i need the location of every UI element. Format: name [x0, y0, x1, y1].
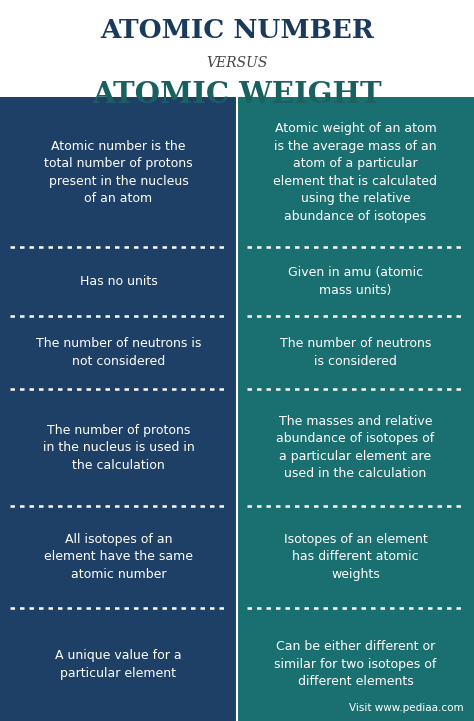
Bar	[0, 316, 237, 389]
Text: Atomic number is the
total number of protons
present in the nucleus
of an atom: Atomic number is the total number of pro…	[44, 139, 193, 205]
Text: Given in amu (atomic
mass units): Given in amu (atomic mass units)	[288, 266, 423, 297]
Text: Atomic weight of an atom
is the average mass of an
atom of a particular
element : Atomic weight of an atom is the average …	[273, 122, 438, 223]
Text: ATOMIC NUMBER: ATOMIC NUMBER	[100, 18, 374, 43]
Bar	[237, 608, 474, 721]
Text: The masses and relative
abundance of isotopes of
a particular element are
used i: The masses and relative abundance of iso…	[276, 415, 435, 480]
Text: Can be either different or
similar for two isotopes of
different elements: Can be either different or similar for t…	[274, 640, 437, 689]
Text: Has no units: Has no units	[80, 275, 157, 288]
Text: A unique value for a
particular element: A unique value for a particular element	[55, 649, 182, 680]
Text: VERSUS: VERSUS	[206, 56, 268, 70]
Text: All isotopes of an
element have the same
atomic number: All isotopes of an element have the same…	[44, 533, 193, 581]
Text: The number of neutrons
is considered: The number of neutrons is considered	[280, 337, 431, 368]
Text: Visit www.pediaa.com: Visit www.pediaa.com	[349, 703, 464, 713]
Text: ATOMIC WEIGHT: ATOMIC WEIGHT	[92, 80, 382, 109]
Bar	[0, 97, 237, 247]
Bar	[0, 506, 237, 608]
Bar	[237, 316, 474, 389]
Bar	[237, 97, 474, 247]
Bar	[237, 506, 474, 608]
Bar	[0, 389, 237, 506]
Text: The number of neutrons is
not considered: The number of neutrons is not considered	[36, 337, 201, 368]
Bar	[237, 247, 474, 316]
Text: Isotopes of an element
has different atomic
weights: Isotopes of an element has different ato…	[283, 533, 428, 581]
Bar	[237, 389, 474, 506]
Bar	[0, 247, 237, 316]
Bar	[0, 608, 237, 721]
Text: The number of protons
in the nucleus is used in
the calculation: The number of protons in the nucleus is …	[43, 424, 194, 472]
